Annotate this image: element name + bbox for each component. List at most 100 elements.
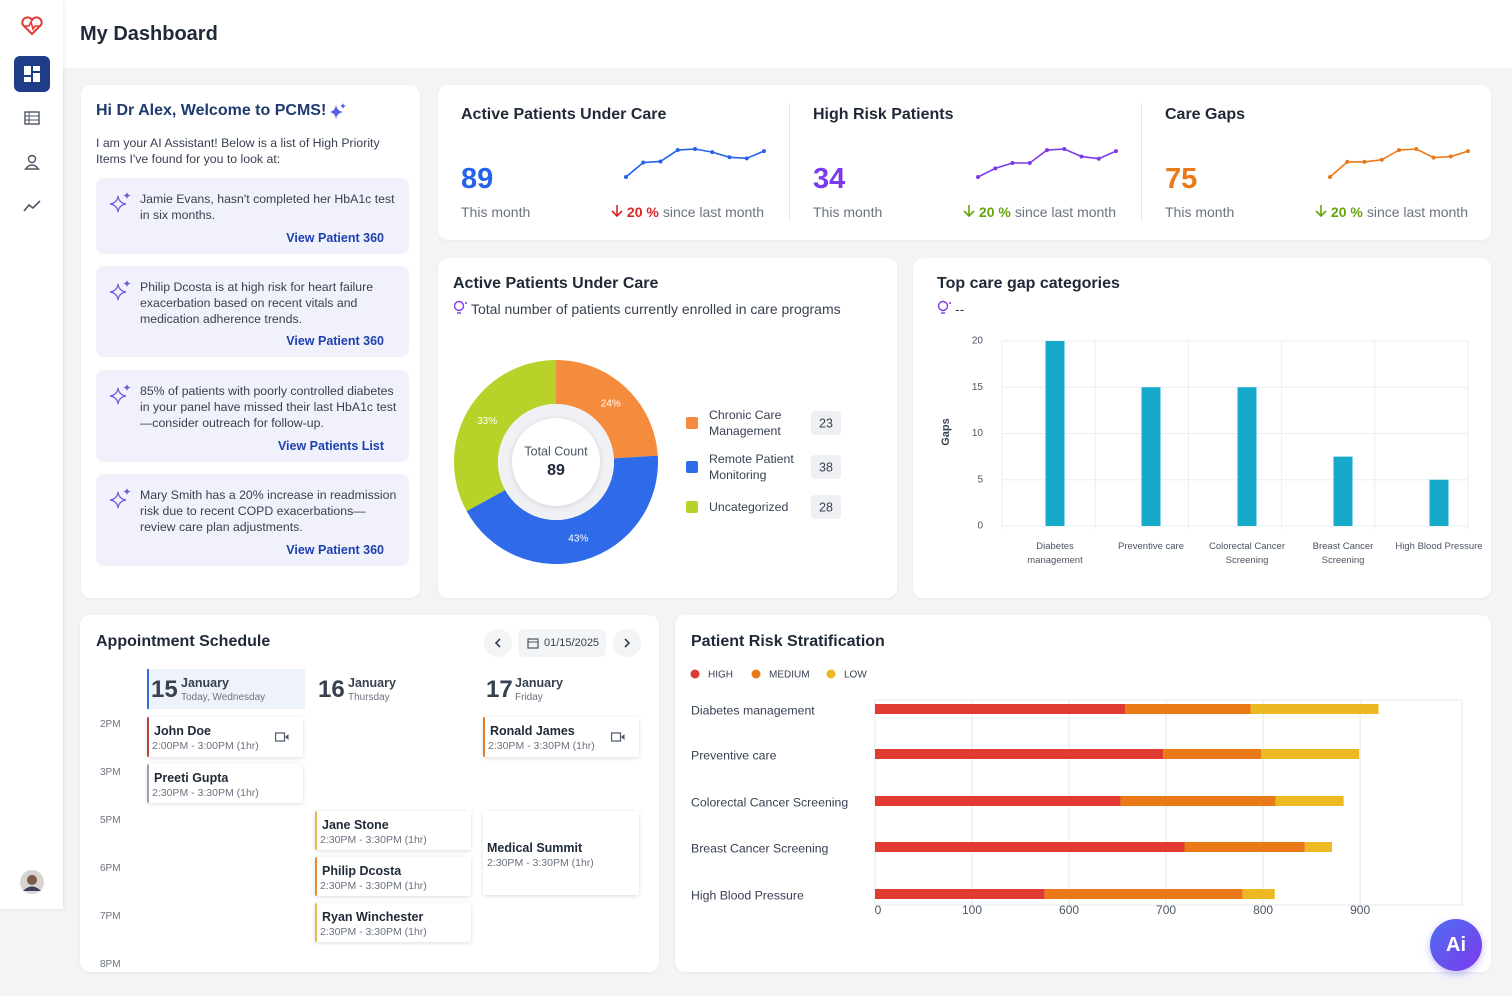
- arrow-shape: [1315, 205, 1327, 218]
- legend-label: MEDIUM: [769, 670, 810, 681]
- donut-slice: [466, 455, 658, 564]
- kpi-title: Care Gaps: [1165, 106, 1246, 123]
- kpi-value: 34: [813, 163, 846, 195]
- event-name: Philip Dcosta: [322, 864, 402, 878]
- count-badge: [811, 455, 841, 479]
- sparkline-point: [693, 147, 697, 151]
- divider: [789, 103, 790, 222]
- logo: [21, 16, 43, 36]
- insight-card: Philip Dcosta is at high risk for heart …: [96, 266, 409, 357]
- insight-link[interactable]: View Patient 360: [286, 231, 384, 245]
- insight-link[interactable]: View Patients List: [277, 439, 384, 453]
- ai-button[interactable]: Ai: [1430, 919, 1482, 971]
- user-avatar[interactable]: [20, 870, 44, 894]
- bar: [1045, 341, 1065, 526]
- x-tick-label: 800: [1253, 903, 1273, 917]
- bar-segment: [1242, 889, 1275, 899]
- event[interactable]: Medical Summit 2:30PM - 3:30PM (1hr): [483, 811, 639, 895]
- bar-segment: [875, 842, 1185, 852]
- nav-patients[interactable]: [24, 154, 40, 170]
- legend-label: Chronic Care Management: [709, 408, 782, 438]
- sparkline-point: [1027, 161, 1032, 165]
- sparkline-point: [1345, 159, 1350, 164]
- event-time: 2:30PM - 3:30PM (1hr): [320, 926, 427, 938]
- event[interactable]: Philip Dcosta 2:30PM - 3:30PM (1hr): [315, 857, 471, 896]
- down-arrow: [611, 205, 623, 218]
- event-time: 2:30PM - 3:30PM (1hr): [487, 857, 594, 869]
- event[interactable]: Jane Stone 2:30PM - 3:30PM (1hr): [315, 811, 471, 850]
- kpi-value: 75: [1165, 163, 1198, 195]
- change-text: since last month: [1366, 204, 1468, 220]
- insight-text: Philip Dcosta is at high risk for heart …: [140, 280, 374, 326]
- sparkline-point: [1414, 147, 1419, 151]
- chevron-right: [624, 638, 631, 648]
- change-text: since last month: [1014, 204, 1116, 220]
- event-time: 2:30PM - 3:30PM (1hr): [320, 880, 427, 892]
- day-month: January: [181, 676, 229, 690]
- bar-segment: [1044, 889, 1243, 899]
- nav-dashboard[interactable]: [14, 56, 50, 92]
- donut-slice: [556, 360, 658, 459]
- sparkline: [1329, 148, 1469, 178]
- chart-title: Top care gap categories: [937, 275, 1120, 292]
- category-label: Breast Cancer Screening: [691, 841, 829, 855]
- donut-slice: [453, 360, 556, 512]
- legend-label: HIGH: [708, 670, 733, 681]
- bar: [1237, 387, 1257, 526]
- sparkline-point: [1379, 157, 1384, 162]
- x-tick-label: 0: [875, 903, 882, 917]
- insight-link[interactable]: View Patient 360: [286, 334, 384, 348]
- next-button[interactable]: [613, 629, 641, 657]
- bar: [1333, 456, 1353, 526]
- down-arrow: [963, 205, 975, 218]
- sparkle-icon: [110, 384, 131, 405]
- day-weekday: Today, Wednesday: [181, 692, 266, 703]
- kpi-card: [438, 85, 1491, 240]
- divider: [1141, 103, 1142, 222]
- sparkle-shape: [110, 387, 127, 405]
- sparkle-shape: [110, 491, 127, 509]
- today-header: [147, 669, 305, 709]
- count-label: 28: [819, 500, 833, 514]
- x-tick-label: High Blood Pressure: [1395, 541, 1483, 552]
- sparkle-shape: [110, 283, 127, 301]
- bar-segment: [875, 704, 1126, 714]
- legend-marker: [826, 669, 836, 679]
- insight-text: Mary Smith has a 20% increase in readmis…: [140, 488, 397, 534]
- event[interactable]: Preeti Gupta 2:30PM - 3:30PM (1hr): [147, 764, 303, 803]
- day-month: January: [348, 676, 396, 690]
- count-badge: [811, 495, 841, 519]
- insight-text: 85% of patients with poorly controlled d…: [140, 384, 397, 430]
- y-tick-label: 15: [972, 382, 984, 393]
- bar-segment: [875, 749, 1164, 759]
- nav-table[interactable]: [24, 111, 40, 125]
- sparkle-icon: [110, 280, 131, 301]
- sparkline-point: [1362, 159, 1367, 164]
- date-picker[interactable]: 01/15/2025: [518, 629, 606, 657]
- sparkline-point: [1062, 147, 1067, 151]
- prev-button[interactable]: [484, 629, 512, 657]
- legend-marker: [690, 669, 700, 679]
- sparkline-point: [624, 175, 628, 179]
- header-bar: [63, 0, 1512, 68]
- event[interactable]: John Doe 2:00PM - 3:00PM (1hr): [147, 717, 303, 757]
- sparkline-point: [762, 149, 766, 154]
- nav-analytics[interactable]: [23, 199, 41, 213]
- sparkle-icon: [110, 488, 131, 509]
- slice-label: 33%: [477, 416, 497, 427]
- event[interactable]: Ronald James 2:30PM - 3:30PM (1hr): [483, 717, 639, 757]
- sparkline-point: [1079, 154, 1084, 159]
- bar-segment: [875, 889, 1045, 899]
- x-tick-label: 900: [1350, 903, 1370, 917]
- insight-link[interactable]: View Patient 360: [286, 543, 384, 557]
- event[interactable]: Ryan Winchester 2:30PM - 3:30PM (1hr): [315, 903, 471, 942]
- kpi-caption: This month: [461, 204, 531, 220]
- kpi-caption: This month: [813, 204, 883, 220]
- sparkline-point: [1431, 155, 1436, 160]
- chart-title: Active Patients Under Care: [453, 275, 659, 292]
- sparkline-point: [1096, 156, 1101, 161]
- down-arrow: [1315, 205, 1327, 218]
- calendar-icon: [527, 638, 539, 649]
- sparkline-point: [727, 155, 732, 160]
